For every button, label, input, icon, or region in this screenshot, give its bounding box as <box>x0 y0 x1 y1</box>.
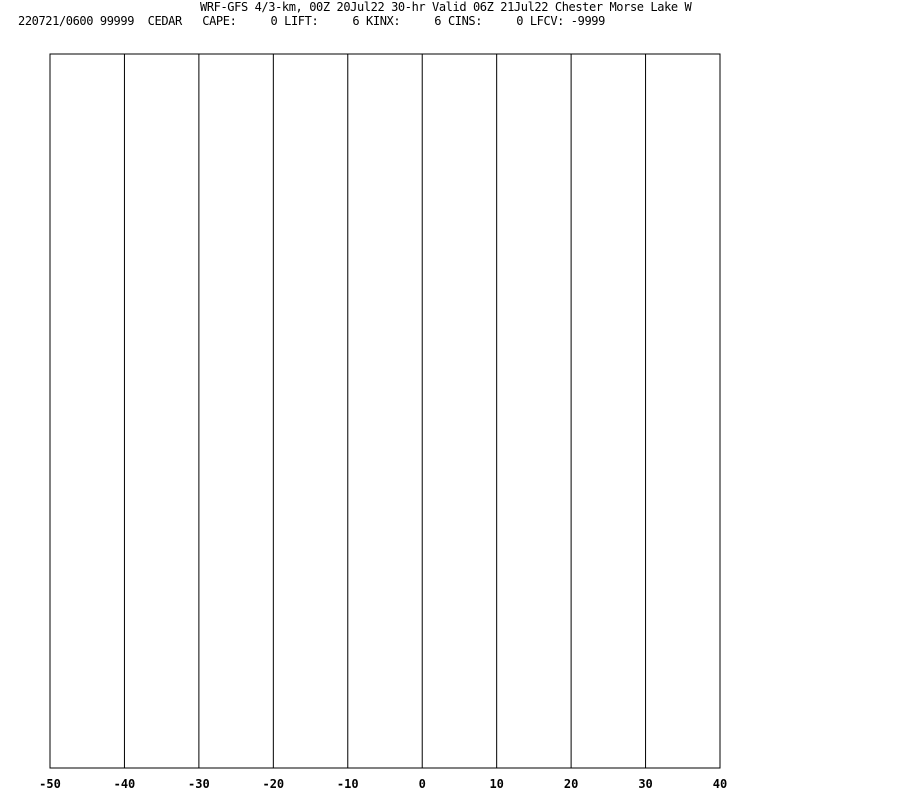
temperature-tick-label: 40 <box>713 777 727 791</box>
axis-labels: 4005006007008009001000-50-40-30-20-10010… <box>39 777 727 791</box>
chart-title: WRF-GFS 4/3-km, 00Z 20Jul22 30-hr Valid … <box>200 0 692 14</box>
temperature-tick-label: 10 <box>489 777 503 791</box>
temperature-tick-label: -30 <box>188 777 210 791</box>
temperature-tick-label: -10 <box>337 777 359 791</box>
plot-frame <box>49 53 721 769</box>
temperature-tick-label: -40 <box>114 777 136 791</box>
temperature-tick-label: 0 <box>419 777 426 791</box>
sounding-stats-line: 220721/0600 99999 CEDAR CAPE: 0 LIFT: 6 … <box>18 14 605 28</box>
grid-lines <box>123 54 647 768</box>
temperature-tick-label: -50 <box>39 777 61 791</box>
temperature-tick-label: -20 <box>262 777 284 791</box>
temperature-tick-label: 30 <box>638 777 652 791</box>
temperature-tick-label: 20 <box>564 777 578 791</box>
